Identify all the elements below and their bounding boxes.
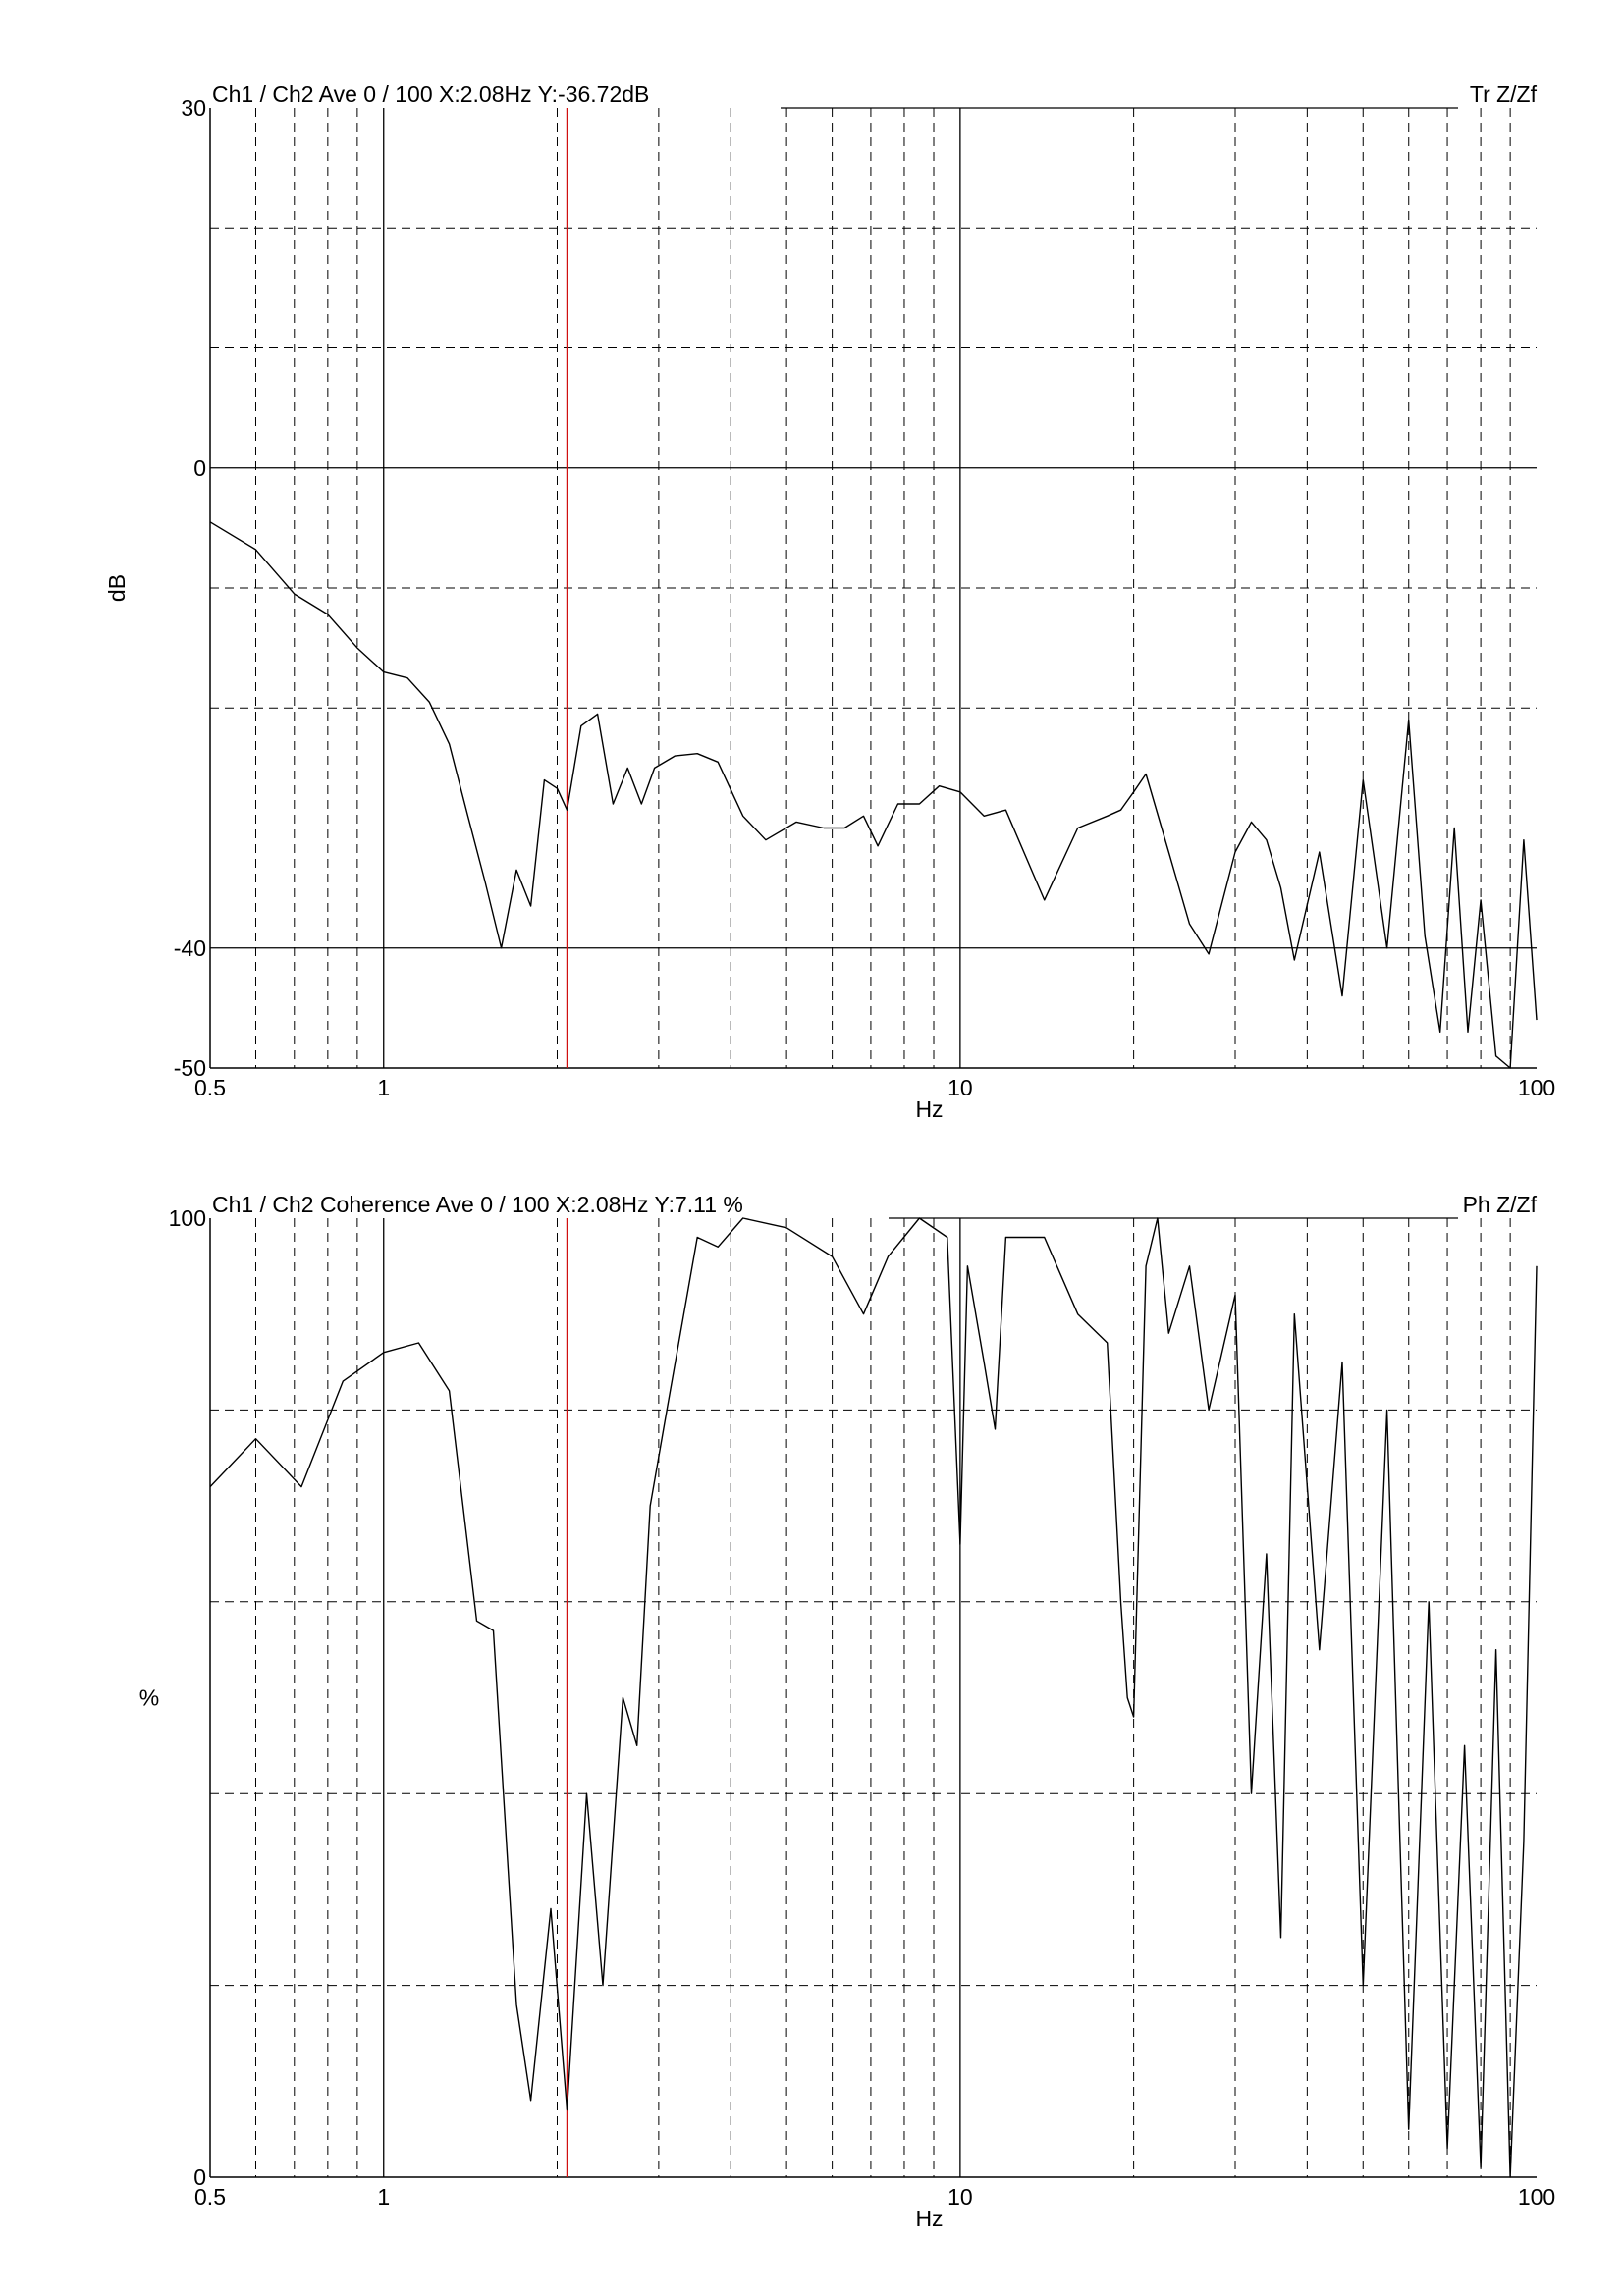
x-tick-label: 1 [377, 2184, 390, 2210]
data-curve [209, 521, 1538, 1069]
x-tick-label: 100 [1518, 2184, 1555, 2210]
x-tick-label: 0.5 [194, 2184, 226, 2210]
y-axis-label: dB [104, 574, 130, 602]
x-tick-label: 100 [1518, 1075, 1555, 1100]
y-tick-label: -40 [174, 935, 206, 961]
x-tick-label: 0.5 [194, 1075, 226, 1100]
coherence-chart: Ch1 / Ch2 Coherence Ave 0 / 100 X:2.08Hz… [139, 1192, 1555, 2231]
x-tick-label: 10 [947, 1075, 973, 1100]
y-tick-label: -50 [174, 1055, 206, 1081]
x-tick-label: 1 [377, 1075, 390, 1100]
chart-header: Ch1 / Ch2 Coherence Ave 0 / 100 X:2.08Hz… [212, 1192, 743, 1217]
y-tick-label: 100 [169, 1205, 206, 1231]
y-tick-label: 0 [193, 2164, 206, 2190]
chart-header: Ch1 / Ch2 Ave 0 / 100 X:2.08Hz Y:-36.72d… [212, 81, 649, 107]
transfer-function-chart: Ch1 / Ch2 Ave 0 / 100 X:2.08Hz Y:-36.72d… [104, 81, 1555, 1122]
chart-header-right: Ph Z/Zf [1463, 1192, 1538, 1217]
y-axis-label: % [139, 1685, 159, 1711]
x-axis-label: Hz [915, 2206, 943, 2231]
y-tick-label: 0 [193, 455, 206, 481]
y-tick-label: 30 [181, 95, 206, 121]
x-axis-label: Hz [915, 1096, 943, 1122]
x-tick-label: 10 [947, 2184, 973, 2210]
data-curve [209, 1217, 1538, 2178]
chart-header-right: Tr Z/Zf [1470, 81, 1538, 107]
